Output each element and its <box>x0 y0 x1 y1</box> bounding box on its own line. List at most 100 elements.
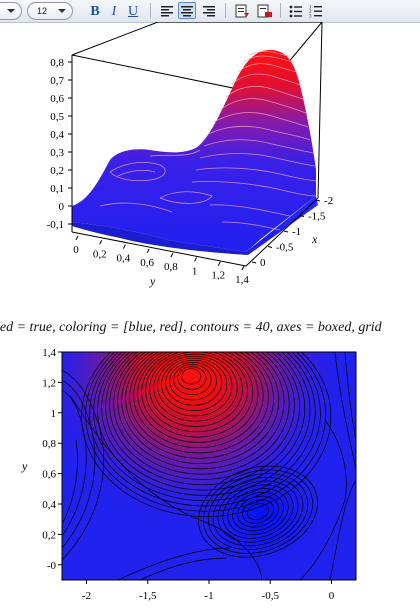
format-toolbar: 12 B I U <box>0 0 420 23</box>
peak-contour-line <box>113 352 290 475</box>
z-tick-label: 0 <box>59 201 65 213</box>
peak-contour-line <box>97 352 311 496</box>
x-axis-2d: -2 -1,5 -1 -0,5 0 <box>82 580 335 602</box>
bullet-list-icon <box>289 5 302 18</box>
peak-contour-line <box>85 352 326 512</box>
peak-contour-line <box>105 352 300 486</box>
y3d-tick-label: 1,2 <box>211 270 225 282</box>
peak-contour-line <box>125 352 274 459</box>
surface-plot-3d[interactable]: -0,1 0 0,1 0,2 0,3 0,4 0,5 0,6 0,7 0,8 0 0,2 0,4 0,6… <box>0 21 420 294</box>
peak-contour-line <box>81 352 332 517</box>
x3d-tick <box>251 261 257 264</box>
peak-contour-line <box>181 368 202 385</box>
x-axis-label-3d: x <box>311 232 318 246</box>
y2d-tick-label: 0,2 <box>42 529 56 541</box>
toolbar-separator <box>225 3 226 18</box>
z-tick-label: -0,1 <box>47 219 64 231</box>
y2d-tick-label: -0 <box>47 560 57 572</box>
y2d-tick-label: 0,6 <box>42 469 56 481</box>
pit-contour-line <box>237 495 279 528</box>
pit-contour-line <box>202 469 314 554</box>
z-tick-label: 0,7 <box>50 75 64 87</box>
peak-contour-line <box>145 352 248 433</box>
x3d-tick-label: 0 <box>260 257 266 269</box>
peak-contour-line <box>149 352 243 427</box>
peak-contour-line <box>117 352 285 470</box>
font-size-dropdown[interactable]: 12 <box>27 2 73 20</box>
y-axis-2d: -0 0,2 0,4 0,6 0,8 1 1,2 1,4 <box>42 347 62 572</box>
svg-text:1: 1 <box>309 6 312 11</box>
z-axis: -0,1 0 0,1 0,2 0,3 0,4 0,5 0,6 0,7 0,8 <box>47 57 72 231</box>
z-tick-label: 0,2 <box>50 165 64 177</box>
z-tick-label: 0,8 <box>50 57 64 69</box>
y3d-tick <box>241 265 245 271</box>
x-axis-3d: -2 -1,5 -1 -0,5 0 <box>251 195 333 269</box>
z-tick-label: 0,3 <box>50 147 64 159</box>
pit-contour-line <box>232 491 284 532</box>
peak-contours <box>81 352 332 517</box>
align-right-button[interactable] <box>200 2 218 19</box>
peak-contour-line <box>121 352 280 464</box>
peak-contour-line <box>89 352 321 507</box>
chevron-down-icon <box>58 9 66 13</box>
y3d-tick <box>146 248 150 254</box>
peak-contour-line <box>161 357 228 411</box>
align-left-button[interactable] <box>158 2 176 19</box>
peak-contour-line <box>137 352 259 443</box>
style-dropdown[interactable] <box>0 2 22 20</box>
y-axis-label-2d: y <box>21 459 28 473</box>
contour-plot-2d[interactable]: -2 -1,5 -1 -0,5 0 -0 0,2 0,4 0,6 0,8 1 1,2 1,4 y <box>0 340 420 609</box>
italic-button[interactable]: I <box>111 4 117 19</box>
y3d-tick-label: 0,8 <box>164 261 178 273</box>
peak-contour-line <box>101 352 306 491</box>
pit-contours <box>198 465 318 558</box>
x3d-tick <box>315 199 321 202</box>
align-center-button[interactable] <box>178 2 196 19</box>
align-center-icon <box>181 6 193 17</box>
pit-contour-line <box>246 503 270 520</box>
peak-contour-line <box>129 352 269 454</box>
insert-region-button[interactable] <box>255 2 275 19</box>
y3d-tick-label: 0,6 <box>140 257 154 269</box>
y2d-tick-label: 0,4 <box>42 499 56 511</box>
pit-contour-line <box>217 480 299 543</box>
y3d-tick-label: 0,2 <box>93 248 107 260</box>
surface-mesh <box>72 50 318 255</box>
x3d-tick <box>299 215 305 217</box>
svg-text:3: 3 <box>309 15 312 19</box>
y3d-tick-label: 0,4 <box>117 253 131 265</box>
surface-plot-canvas: -0,1 0 0,1 0,2 0,3 0,4 0,5 0,6 0,7 0,8 0 0,2 0,4 0,6… <box>47 21 333 288</box>
peak-contour-line <box>177 366 207 390</box>
y-axis-label-3d: y <box>149 274 156 288</box>
x2d-tick-label: 0 <box>329 590 335 602</box>
y3d-tick <box>194 257 198 262</box>
y3d-tick <box>75 235 79 241</box>
underline-button[interactable]: U <box>127 4 139 19</box>
surface-contours <box>99 51 317 231</box>
numbered-list-button[interactable]: 1 2 3 <box>307 2 325 20</box>
outer-contours <box>62 352 356 580</box>
contour-plot-canvas: -2 -1,5 -1 -0,5 0 -0 0,2 0,4 0,6 0,8 1 1,2 1,4 y <box>21 347 357 602</box>
insert-math-button[interactable] <box>233 2 253 19</box>
y2d-tick-label: 1,4 <box>42 347 56 359</box>
z-tick-label: 0,6 <box>50 93 64 105</box>
document-region-icon <box>257 4 272 18</box>
x3d-tick <box>267 246 273 248</box>
x3d-tick-label: -1 <box>292 226 301 238</box>
y3d-tick <box>217 261 221 266</box>
align-right-icon <box>203 6 215 17</box>
numbered-list-icon: 1 2 3 <box>309 6 322 20</box>
z-tick-label: 0,4 <box>50 129 64 141</box>
plot-command-text[interactable]: led = true, coloring = [blue, red], cont… <box>0 320 382 335</box>
z-tick-label: 0,1 <box>50 183 64 195</box>
bullet-list-button[interactable] <box>287 2 305 19</box>
y2d-tick-label: 1,2 <box>42 377 56 389</box>
y3d-tick-label: 1 <box>192 265 198 277</box>
y2d-tick-label: 0,8 <box>42 438 56 450</box>
x3d-tick-label: -0,5 <box>276 242 294 254</box>
chevron-down-icon <box>7 9 15 13</box>
peak-contour-line <box>165 359 222 406</box>
bold-button[interactable]: B <box>90 4 100 19</box>
z-tick-label: 0,5 <box>50 111 64 123</box>
y3d-tick <box>99 240 103 245</box>
